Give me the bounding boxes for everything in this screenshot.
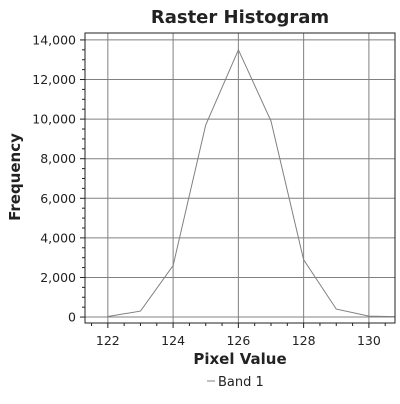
chart-title: Raster Histogram xyxy=(151,7,329,28)
x-tick-label: 128 xyxy=(292,333,316,348)
series-layer xyxy=(107,48,395,318)
y-tick-label: 10,000 xyxy=(32,112,76,127)
y-tick-label: 8,000 xyxy=(40,151,76,166)
x-tick-label: 122 xyxy=(96,333,120,348)
y-tick-label: 2,000 xyxy=(40,270,76,285)
grid-layer xyxy=(85,33,395,323)
x-axis-label: Pixel Value xyxy=(193,350,286,368)
legend-label-band-1: Band 1 xyxy=(218,375,264,390)
legend: Band 1 xyxy=(207,375,264,390)
y-tick-label: 12,000 xyxy=(32,72,76,87)
plot-frame xyxy=(84,32,396,324)
y-axis-label: Frequency xyxy=(6,133,24,221)
y-tick-label: 6,000 xyxy=(40,191,76,206)
x-tick-label: 126 xyxy=(226,333,250,348)
y-tick-label: 4,000 xyxy=(40,230,76,245)
y-tick-label: 0 xyxy=(68,310,76,325)
series-line-band-1 xyxy=(107,48,395,318)
x-tick-label: 124 xyxy=(161,333,185,348)
x-tick-label: 130 xyxy=(357,333,381,348)
y-tick-label: 14,000 xyxy=(32,32,76,47)
axis-layer: 0 2,000 4,000 6,000 8,000 10,000 12,000 14,000 1… xyxy=(32,32,386,348)
